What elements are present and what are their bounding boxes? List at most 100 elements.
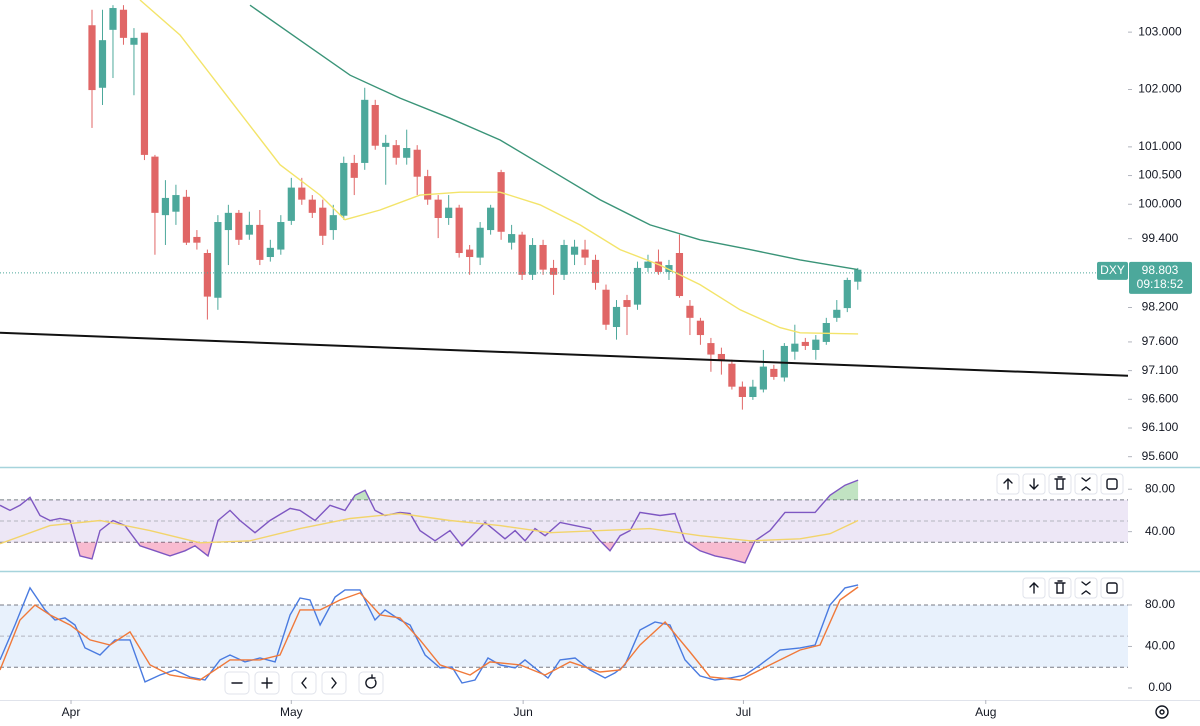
- candle-body: [308, 199, 316, 213]
- candle-body: [340, 162, 348, 216]
- candle-body: [623, 300, 631, 307]
- candle-body: [424, 176, 432, 200]
- series-line: [139, 0, 859, 335]
- candle-body: [508, 234, 516, 243]
- collapse-button[interactable]: [1074, 473, 1098, 495]
- candle-body: [654, 261, 663, 272]
- candle-body: [707, 343, 715, 355]
- symbol-label: DXY: [1100, 263, 1125, 277]
- x-tick-label: Jun: [513, 705, 532, 719]
- maximize-button[interactable]: [1100, 577, 1124, 599]
- y-tick-label: 96.600: [1142, 391, 1179, 405]
- candle-body: [581, 249, 589, 258]
- candle-body: [88, 25, 96, 91]
- y-tick-label: 95.600: [1142, 449, 1179, 463]
- candle-body: [266, 247, 274, 258]
- settings-button[interactable]: [1155, 705, 1169, 719]
- x-tick-label: Apr: [62, 705, 81, 719]
- candle-body: [151, 156, 159, 213]
- scroll-right-button[interactable]: [321, 671, 347, 695]
- candle-body: [350, 162, 358, 178]
- candle-body: [539, 244, 547, 270]
- candle-body: [392, 145, 400, 158]
- candle-body: [172, 195, 180, 212]
- icon: [1081, 581, 1091, 595]
- icon: [1029, 478, 1039, 490]
- icon: [1054, 476, 1066, 490]
- candle-body: [214, 222, 222, 298]
- y-tick-label: 96.100: [1142, 420, 1179, 434]
- icon: [1029, 582, 1039, 594]
- x-tick-label: May: [280, 705, 303, 719]
- y-tick-label: 97.100: [1142, 363, 1179, 377]
- candle-body: [434, 199, 442, 219]
- candle-body: [854, 269, 862, 282]
- candle-body: [770, 368, 778, 377]
- candle-body: [633, 267, 642, 305]
- candle-body: [329, 215, 337, 231]
- series-line: [0, 479, 859, 564]
- candle-body: [445, 207, 453, 219]
- candle-body: [140, 32, 149, 155]
- candle-body: [728, 363, 736, 387]
- series-line: [0, 584, 859, 684]
- reset-button[interactable]: [358, 671, 384, 695]
- oversold-fill: [0, 542, 859, 563]
- symbol-badge: [1097, 261, 1128, 280]
- icon: [1081, 477, 1091, 491]
- candle-body: [560, 244, 568, 275]
- candle-body: [644, 261, 652, 268]
- candle-body: [738, 386, 746, 398]
- icon: [1106, 478, 1118, 490]
- candle-body: [665, 265, 673, 272]
- y-tick-label: 0.00: [1148, 680, 1172, 694]
- candle-body: [319, 207, 327, 236]
- candle-body: [109, 8, 117, 30]
- candle-body: [476, 227, 484, 258]
- candle-body: [98, 40, 107, 88]
- icon: [1054, 580, 1066, 594]
- icon: [365, 674, 377, 689]
- candle-body: [759, 366, 767, 390]
- candle-body: [612, 306, 621, 328]
- candle-body: [371, 104, 379, 146]
- candle-body: [696, 320, 705, 336]
- zoom-toolbar: [224, 671, 384, 695]
- candle-body: [256, 224, 264, 260]
- candle-body: [591, 259, 600, 283]
- candle-body: [235, 212, 243, 240]
- last-price-label: 98.803: [1142, 263, 1179, 277]
- y-tick-label: 80.00: [1145, 597, 1175, 611]
- candle-body: [193, 236, 201, 243]
- series-line: [0, 512, 859, 545]
- candle-body: [182, 196, 191, 243]
- candle-body: [570, 246, 579, 255]
- y-tick-label: 102.000: [1138, 82, 1182, 96]
- icon: [301, 677, 307, 689]
- y-tick-label: 100.000: [1138, 196, 1182, 210]
- collapse-button[interactable]: [1074, 577, 1098, 599]
- icon: [1003, 478, 1013, 490]
- candle-body: [812, 339, 820, 350]
- candle-body: [833, 309, 841, 318]
- candle-body: [382, 142, 390, 147]
- icon: [331, 677, 337, 689]
- candle-body: [487, 207, 495, 231]
- candle-body: [528, 244, 537, 275]
- candle-body: [119, 9, 128, 38]
- candle-body: [277, 222, 285, 250]
- y-tick-label: 98.200: [1142, 300, 1179, 314]
- candle-body: [413, 149, 421, 177]
- candle-body: [466, 249, 474, 258]
- maximize-button[interactable]: [1100, 473, 1124, 495]
- candle-body: [298, 187, 306, 200]
- candle-body: [602, 289, 610, 325]
- candle-body: [161, 197, 170, 216]
- candle-body: [403, 148, 411, 158]
- series-line: [249, 4, 858, 271]
- icon: [1106, 582, 1118, 594]
- candle-body: [455, 207, 463, 254]
- icon: [1155, 705, 1169, 719]
- scroll-left-button[interactable]: [291, 671, 317, 695]
